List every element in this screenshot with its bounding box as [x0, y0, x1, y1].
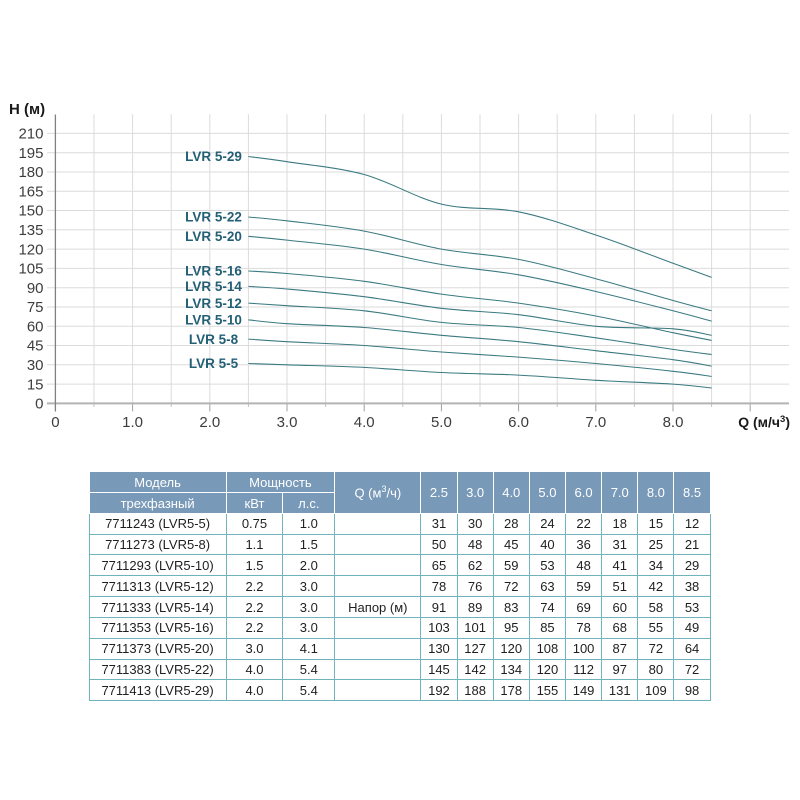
svg-text:LVR 5-29: LVR 5-29 — [185, 149, 242, 164]
svg-text:45: 45 — [27, 338, 44, 355]
svg-text:Q (м/ч3): Q (м/ч3) — [738, 414, 790, 430]
svg-text:75: 75 — [27, 299, 44, 316]
svg-text:15: 15 — [27, 376, 44, 393]
svg-text:60: 60 — [27, 319, 44, 336]
svg-text:180: 180 — [18, 164, 43, 181]
svg-text:135: 135 — [18, 222, 43, 239]
svg-text:LVR 5-22: LVR 5-22 — [185, 210, 242, 225]
svg-text:2.0: 2.0 — [199, 414, 220, 431]
svg-text:4.0: 4.0 — [354, 414, 375, 431]
svg-text:8.0: 8.0 — [663, 414, 684, 431]
svg-text:LVR 5-16: LVR 5-16 — [185, 264, 242, 279]
svg-text:6.0: 6.0 — [508, 414, 529, 431]
svg-text:1.0: 1.0 — [122, 414, 143, 431]
svg-text:H (м): H (м) — [9, 101, 45, 118]
svg-text:LVR 5-8: LVR 5-8 — [189, 332, 239, 347]
svg-text:LVR 5-10: LVR 5-10 — [185, 313, 242, 328]
svg-text:3.0: 3.0 — [277, 414, 298, 431]
svg-text:0: 0 — [35, 396, 43, 413]
svg-text:150: 150 — [18, 203, 43, 220]
svg-text:7.0: 7.0 — [585, 414, 606, 431]
svg-text:195: 195 — [18, 145, 43, 162]
svg-text:LVR 5-5: LVR 5-5 — [189, 356, 239, 371]
svg-text:LVR 5-20: LVR 5-20 — [185, 229, 242, 244]
svg-text:LVR 5-14: LVR 5-14 — [185, 279, 242, 294]
svg-text:0: 0 — [51, 414, 59, 431]
svg-text:30: 30 — [27, 357, 44, 374]
svg-text:210: 210 — [18, 126, 43, 143]
svg-text:105: 105 — [18, 261, 43, 278]
svg-text:LVR 5-12: LVR 5-12 — [185, 296, 242, 311]
svg-text:5.0: 5.0 — [431, 414, 452, 431]
svg-text:165: 165 — [18, 184, 43, 201]
svg-text:120: 120 — [18, 241, 43, 258]
svg-text:90: 90 — [27, 280, 44, 297]
